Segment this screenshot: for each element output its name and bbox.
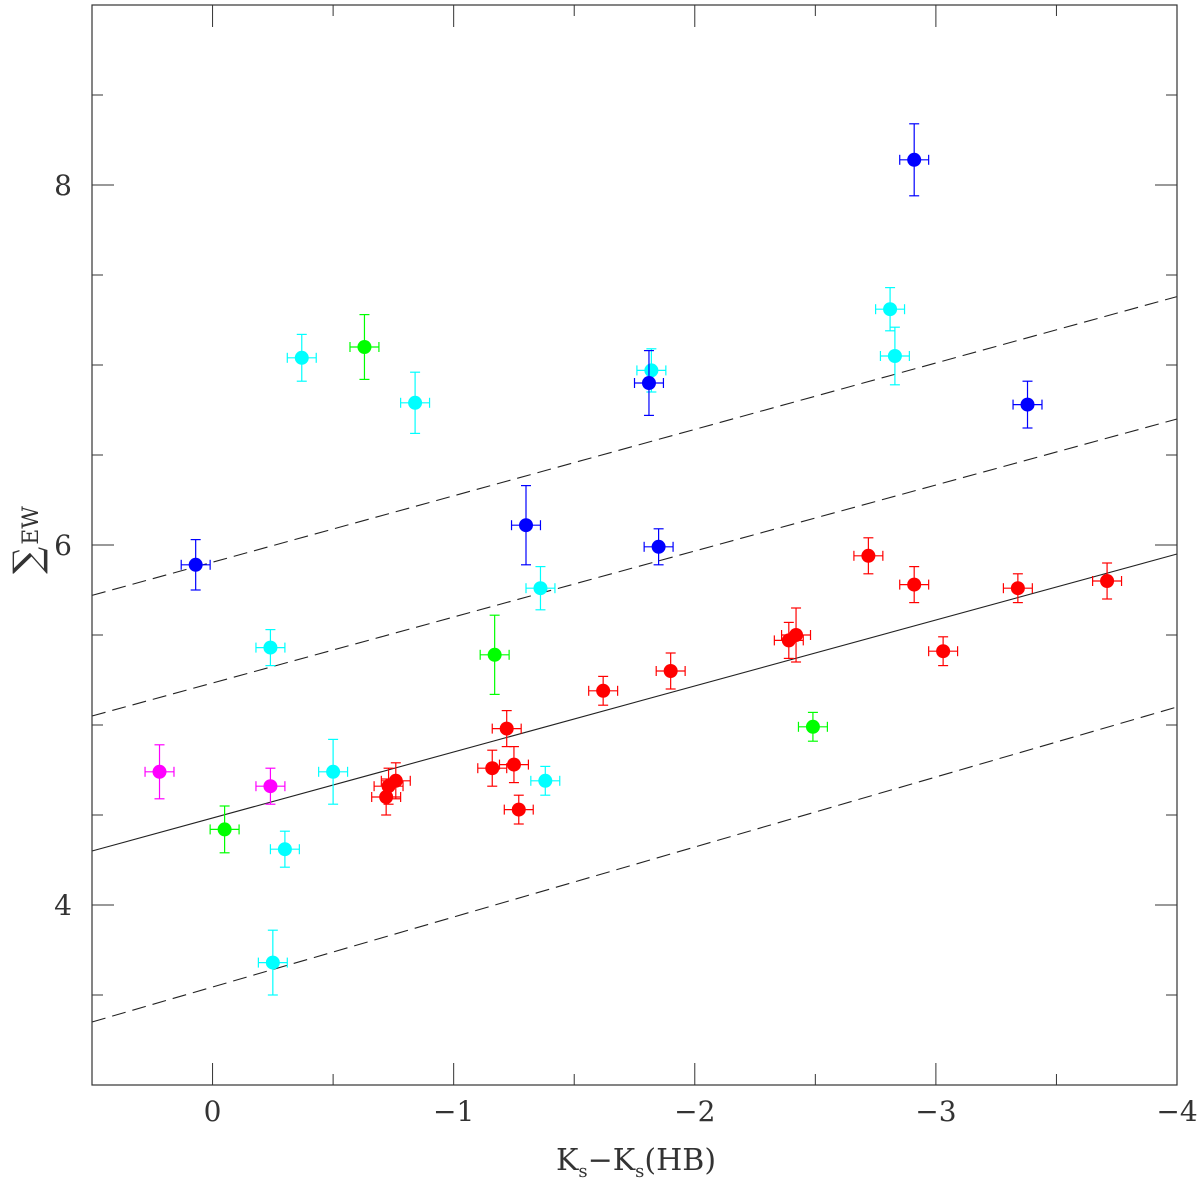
magenta-point xyxy=(255,767,286,805)
x-tick-label: −3 xyxy=(915,1095,956,1128)
svg-text:∑EW: ∑EW xyxy=(5,506,49,574)
red-point xyxy=(477,749,508,787)
magenta-series xyxy=(144,744,286,805)
cyan-point xyxy=(286,333,317,382)
green-point xyxy=(209,805,240,854)
x-axis-label: Ks−Ks(HB) xyxy=(556,1143,716,1182)
lower-offset-line xyxy=(91,706,1178,1023)
red-series xyxy=(371,537,1123,825)
blue-point xyxy=(1012,380,1043,429)
x-tick-label: −1 xyxy=(433,1095,474,1128)
x-tick-label: 0 xyxy=(204,1095,222,1128)
magenta-point xyxy=(144,744,175,800)
cyan-point xyxy=(875,287,906,332)
blue-point xyxy=(643,528,674,566)
red-point xyxy=(780,607,812,663)
y-axis-label: ∑EW xyxy=(5,506,49,574)
cyan-point xyxy=(636,348,667,393)
green-point xyxy=(797,711,828,742)
red-point xyxy=(503,794,534,825)
green-point xyxy=(479,614,510,696)
x-tick-labels: 0 −1 −2 −3 −4 xyxy=(204,1095,1198,1128)
blue-point xyxy=(899,123,930,197)
cyan-point xyxy=(530,765,561,796)
y-tick-label: 4 xyxy=(54,889,72,922)
cyan-point xyxy=(257,929,288,996)
y-tick-labels: 4 6 8 xyxy=(54,169,72,922)
red-point xyxy=(1002,573,1033,604)
cyan-point xyxy=(318,738,349,805)
y-tick-label: 8 xyxy=(54,169,72,202)
red-point xyxy=(588,675,619,706)
red-point xyxy=(1092,562,1123,600)
fit-line xyxy=(91,553,1178,852)
green-series xyxy=(209,314,828,854)
blue-series xyxy=(180,123,1043,591)
cyan-point xyxy=(525,565,556,611)
cyan-point xyxy=(400,371,431,434)
cyan-series xyxy=(255,287,910,996)
red-point xyxy=(491,709,522,748)
blue-point xyxy=(180,538,211,591)
red-point xyxy=(853,537,884,575)
y-tick-label: 6 xyxy=(54,529,72,562)
red-point xyxy=(498,745,530,784)
cyan-point xyxy=(269,830,300,868)
upper-offset-1-line xyxy=(91,418,1178,717)
cyan-point xyxy=(255,628,286,667)
trend-lines xyxy=(91,296,1178,1023)
data-points xyxy=(144,123,1123,996)
green-point xyxy=(349,314,380,380)
x-tick-label: −4 xyxy=(1156,1095,1197,1128)
blue-point xyxy=(510,485,542,566)
blue-point xyxy=(633,350,665,416)
red-point xyxy=(380,762,411,800)
red-point xyxy=(655,652,686,690)
cyan-point xyxy=(879,326,910,386)
red-point xyxy=(928,636,959,667)
upper-offset-2-line xyxy=(91,296,1178,596)
plot-frame xyxy=(91,4,1178,1086)
red-point xyxy=(899,565,930,604)
x-tick-label: −2 xyxy=(674,1095,715,1128)
red-point xyxy=(371,778,402,816)
tick-marks xyxy=(91,4,1178,1086)
